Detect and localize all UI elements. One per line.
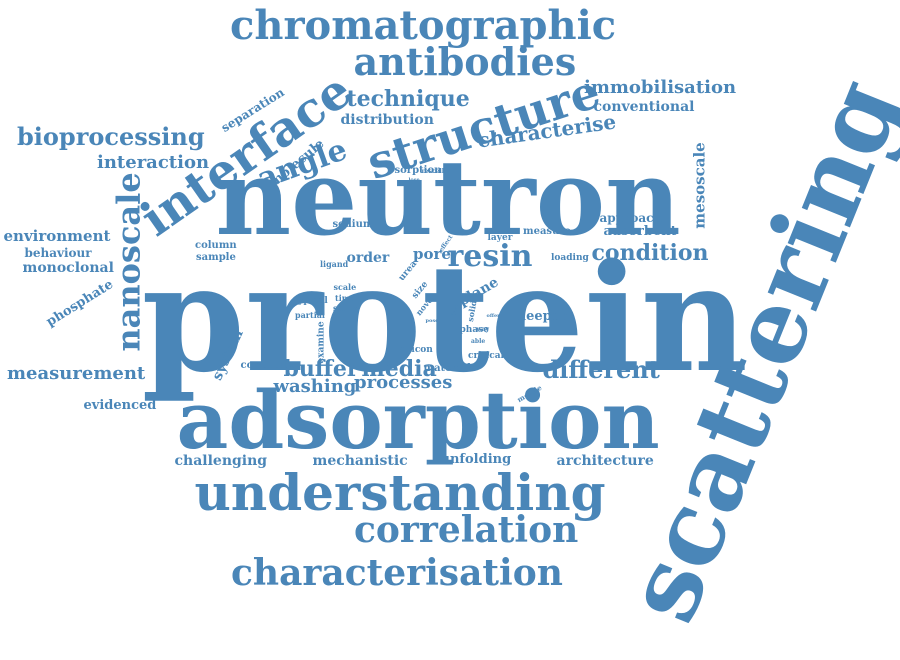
- word-deeper: deeper: [517, 308, 567, 324]
- word-mesoscale: mesoscale: [690, 141, 709, 229]
- word-condition: condition: [591, 240, 709, 266]
- word-chromatographic: chromatographic: [230, 2, 617, 49]
- word-phase: phase: [459, 324, 489, 335]
- word-phosphate: phosphate: [43, 276, 116, 330]
- word-unfolding: unfolding: [440, 451, 512, 467]
- word-able: able: [471, 338, 486, 345]
- word-partial: partial: [295, 310, 325, 320]
- word-critical: critical: [468, 350, 504, 361]
- word-adsorption: adsorption: [176, 373, 660, 467]
- word-typical: typical: [294, 295, 328, 306]
- word-behaviour: behaviour: [24, 246, 92, 260]
- word-way: way: [476, 326, 490, 333]
- word-architecture: architecture: [556, 453, 654, 469]
- word-understanding: understanding: [194, 463, 606, 522]
- word-buffer: buffer: [283, 356, 359, 382]
- word-interaction: interaction: [97, 152, 210, 173]
- word-different: different: [542, 355, 660, 384]
- word-immobilisation: immobilisation: [584, 77, 737, 98]
- word-adsorbent: adsorbent: [603, 223, 677, 239]
- word-sodium: sodium: [332, 219, 374, 230]
- word-rest: rest: [421, 168, 435, 175]
- word-time: time: [335, 293, 356, 303]
- word-study: study: [333, 303, 358, 313]
- word-material: material: [423, 363, 471, 374]
- word-mechanistic: mechanistic: [312, 453, 408, 469]
- word-ligand: ligand: [320, 259, 349, 269]
- word-washing: washing: [273, 376, 357, 397]
- word-resin: resin: [447, 239, 533, 274]
- word-antibodies: antibodies: [353, 39, 577, 84]
- word-approach: approach: [599, 211, 663, 225]
- word-contrast: contrast: [240, 360, 288, 371]
- word-technique: technique: [346, 86, 470, 112]
- word-monoclonal: monoclonal: [22, 260, 114, 276]
- word-order: order: [346, 250, 390, 266]
- word-distribution: distribution: [340, 112, 434, 128]
- word-evidenced: evidenced: [83, 397, 157, 413]
- word-loading: loading: [551, 252, 589, 263]
- word-sorption: sorption: [394, 165, 442, 176]
- word-protein: protein: [141, 231, 749, 405]
- word-pore: pore: [413, 244, 451, 263]
- word-conventional: conventional: [593, 99, 695, 115]
- word-layer: layer: [487, 232, 513, 243]
- word-offer: offer: [486, 312, 500, 319]
- word-silicon: silicon: [399, 344, 433, 355]
- word-correlation: correlation: [354, 509, 579, 551]
- word-challenging: challenging: [174, 453, 268, 469]
- word-nanoscale: nanoscale: [109, 172, 148, 352]
- word-neutron: neutron: [215, 136, 681, 259]
- word-characterisation: characterisation: [231, 552, 563, 594]
- word-bioprocessing: bioprocessing: [17, 122, 205, 151]
- word-pose: pose: [425, 317, 439, 324]
- word-sample: sample: [196, 252, 236, 263]
- word-scale: scale: [333, 282, 357, 292]
- word-measurement: measurement: [7, 363, 146, 384]
- word-environment: environment: [3, 226, 111, 245]
- word-measure: measure: [523, 226, 571, 237]
- word-cell: cell: [432, 168, 445, 175]
- word-processes: processes: [354, 372, 453, 393]
- word-media: media: [361, 356, 437, 382]
- word-lose: lose: [408, 176, 420, 183]
- word-examine: examine: [316, 320, 327, 364]
- word-column: column: [195, 240, 237, 251]
